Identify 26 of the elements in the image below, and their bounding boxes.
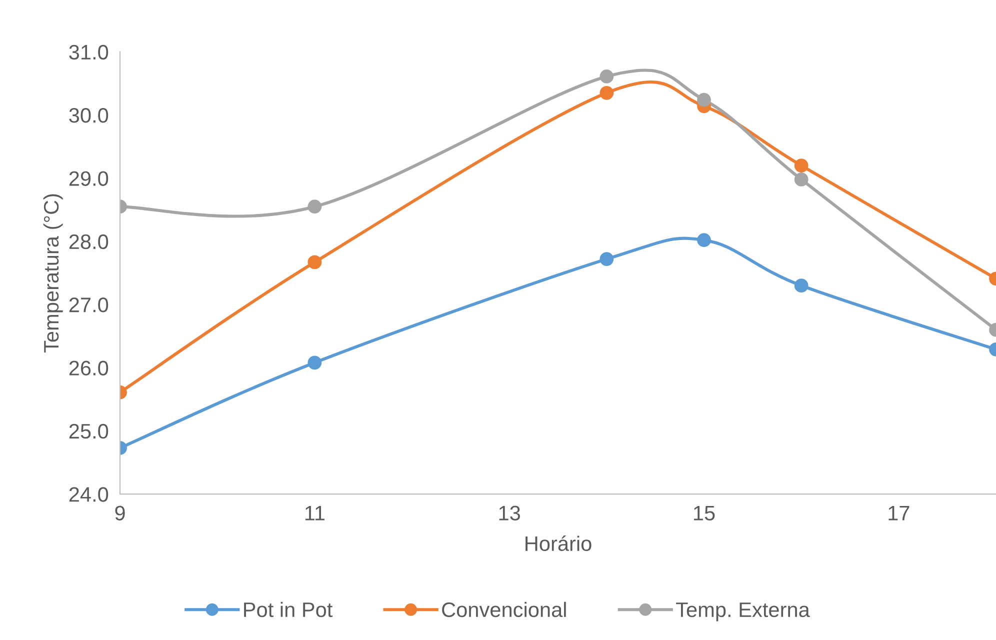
point: [600, 252, 614, 266]
legend-label: Convencional: [442, 602, 566, 618]
y-tick-label: 24.0: [69, 487, 108, 502]
y-tick-label: 26.0: [69, 360, 108, 376]
point: [794, 172, 808, 186]
point: [697, 233, 711, 248]
x-tick-label: 17: [888, 506, 910, 520]
y-tick-label: 25.0: [69, 424, 108, 439]
y-tick-label: 29.0: [69, 171, 108, 186]
y-tick-label: 27.0: [69, 298, 108, 312]
x-axis-title: Horário: [526, 535, 592, 552]
y-tick-label: 30.0: [69, 108, 108, 123]
x-tick-label: 15: [694, 506, 715, 520]
point: [600, 86, 614, 100]
y-axis-title: Temperatura (°C): [43, 194, 63, 352]
point: [600, 70, 614, 84]
point: [697, 92, 711, 107]
legend-label: Pot in Pot: [244, 602, 333, 618]
point: [794, 158, 808, 173]
point: [794, 278, 808, 293]
x-tick-label: 11: [305, 506, 324, 520]
x-tick-label: 13: [499, 506, 520, 520]
legend-label: Temp. Externa: [676, 602, 810, 622]
y-tick-label: 28.0: [69, 234, 108, 250]
x-tick-label: 9: [115, 506, 125, 520]
y-tick-label: 31.0: [69, 44, 108, 60]
